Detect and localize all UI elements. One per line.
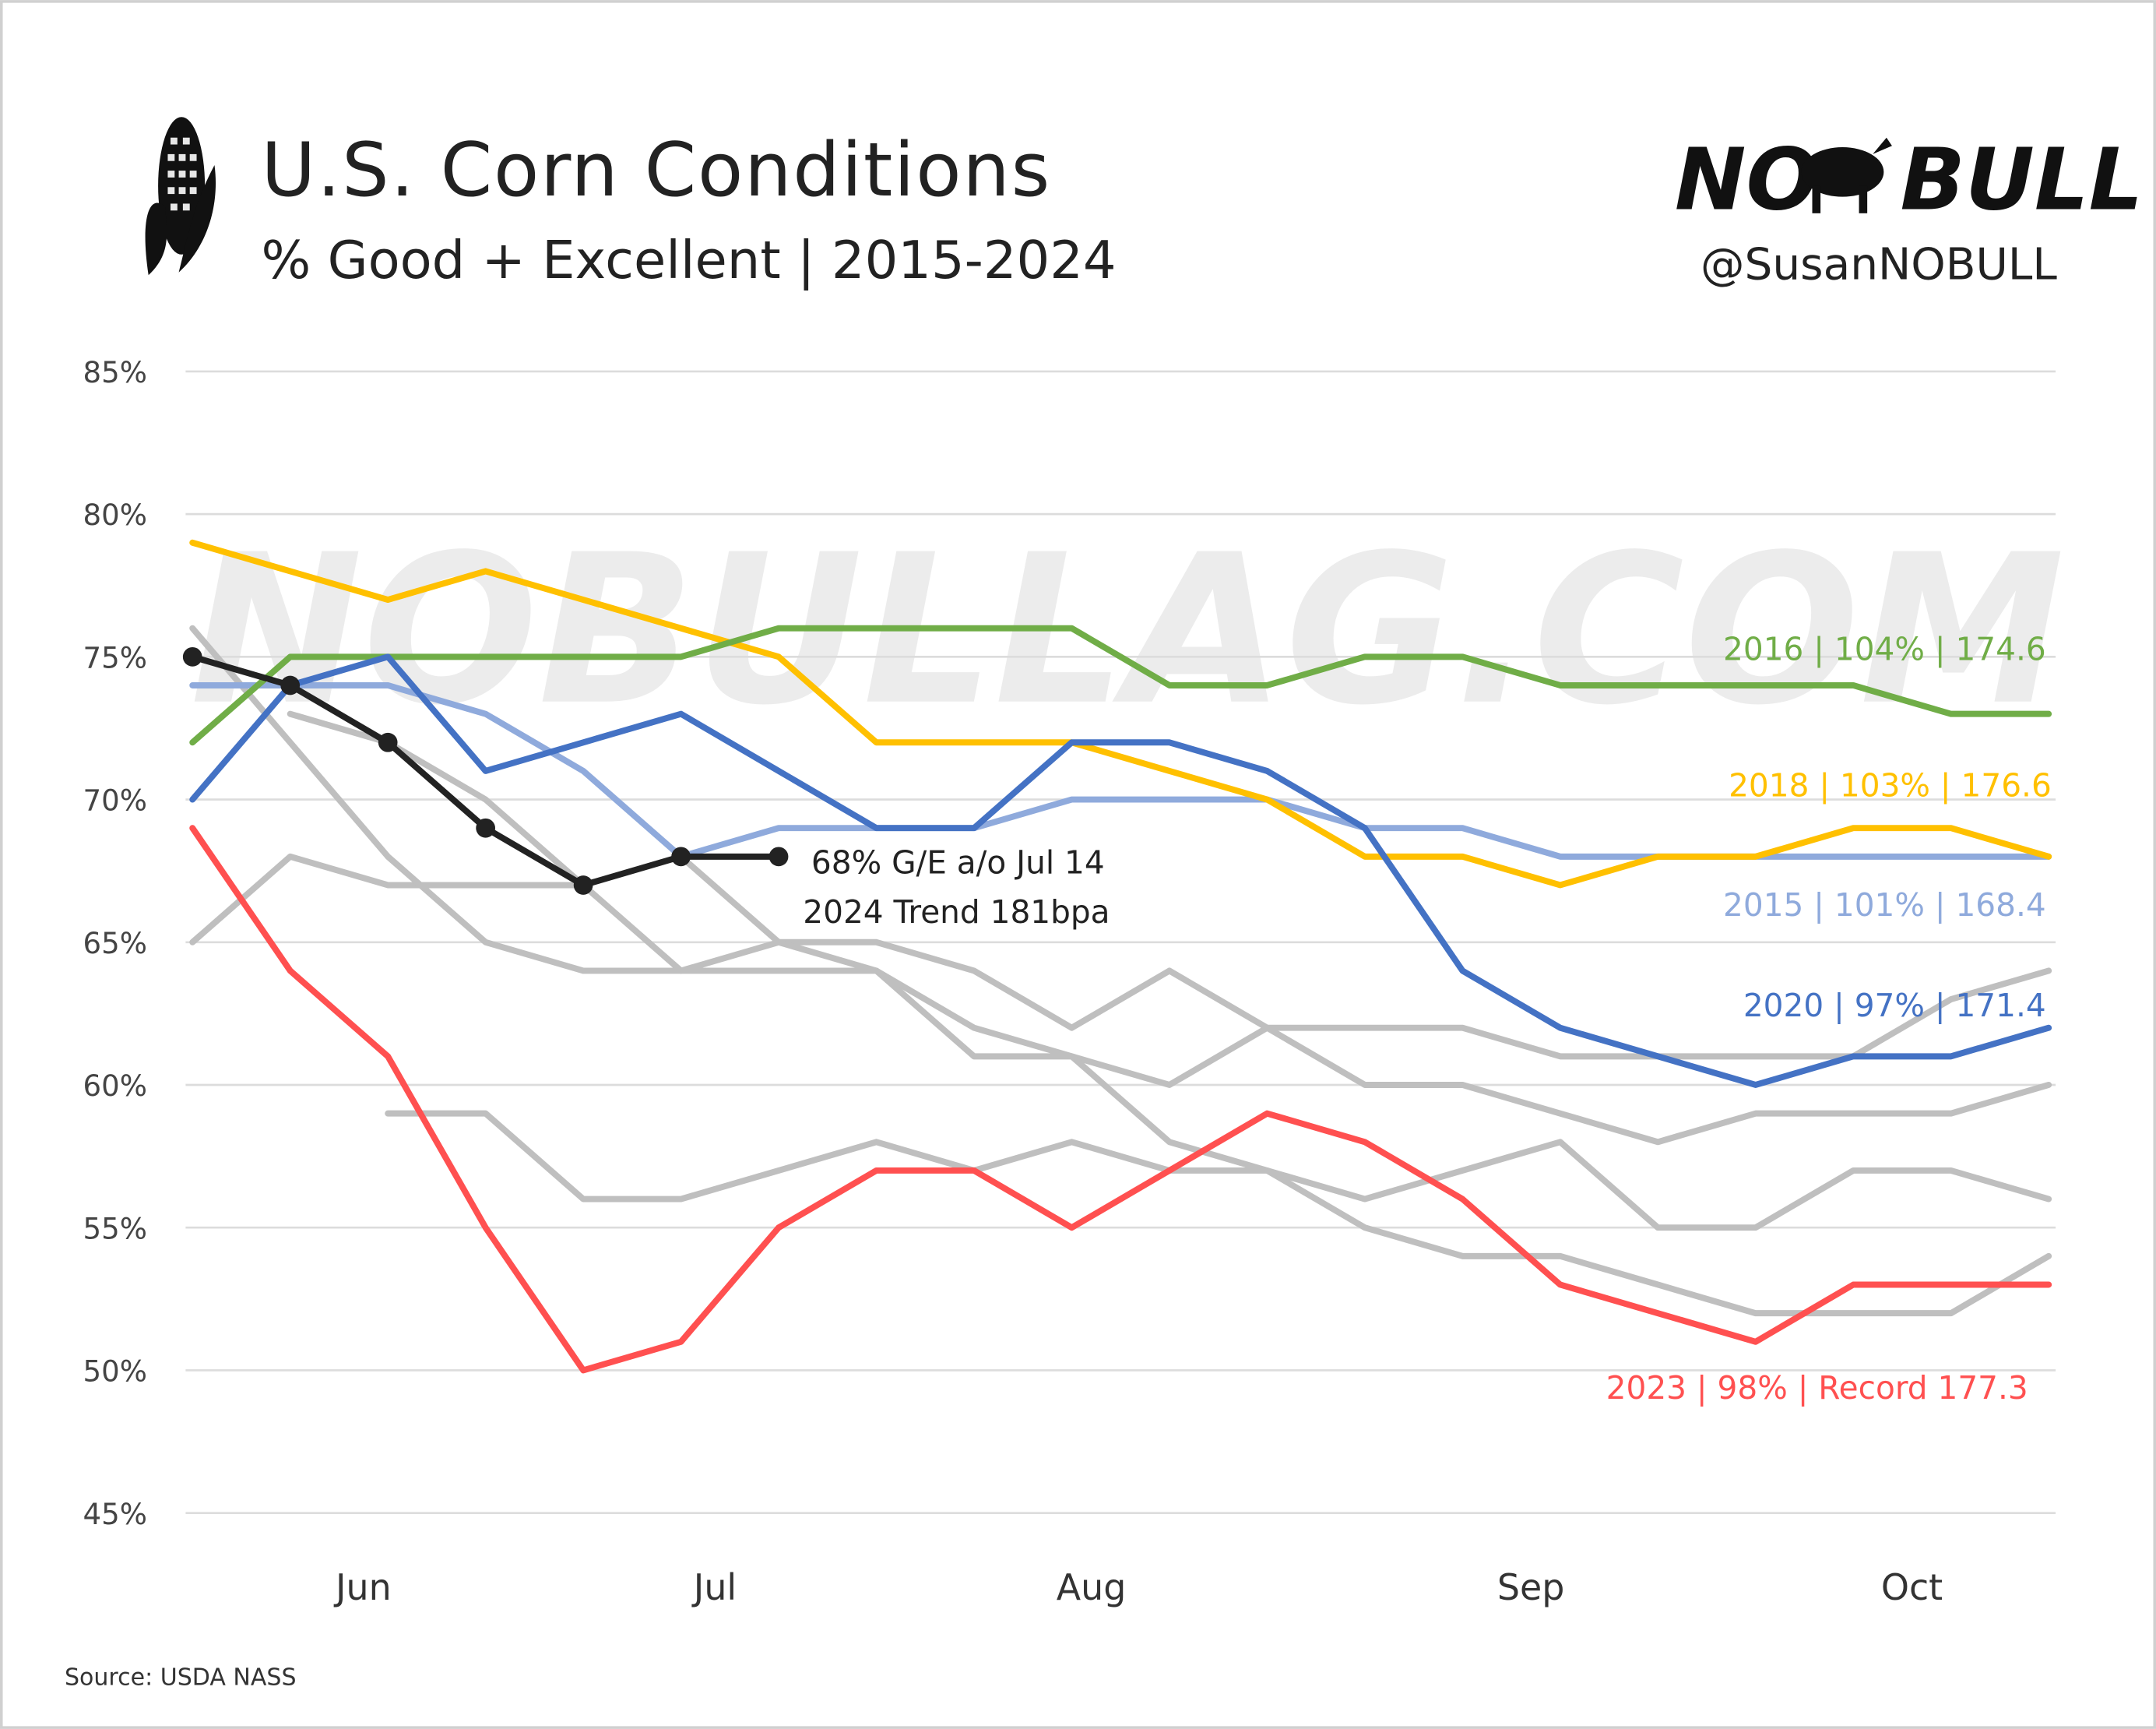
series-line-2020 [189,653,2052,1088]
series-2018 [189,539,2052,889]
label-2024-status: 68% G/E a/o Jul 14 [811,843,1105,881]
watermark: NOBULLAG.COM [190,511,2065,751]
y-axis: 85% 80% 75% 70% 65% 60% 55% 50% 45% [83,356,147,1531]
series-g2 [189,853,2052,1088]
x-tick-label: Jul [691,1566,737,1608]
handle: @SusanNOBULL [1701,240,2057,291]
x-tick-label: Jun [333,1566,392,1608]
data-point-2024 [280,675,301,695]
label-2016: 2016 | 104% | 174.6 [1723,631,2046,668]
series-2020 [189,653,2052,1088]
y-tick-label: 70% [83,784,147,818]
x-tick-label: Oct [1881,1566,1943,1608]
series-g4 [385,1110,2052,1231]
chart-subtitle: % Good + Excellent | 2015-2024 [262,230,1117,291]
y-tick-label: 50% [83,1355,147,1389]
corn-icon [145,117,216,276]
series-line-2023 [189,825,2052,1374]
y-tick-label: 65% [83,927,147,960]
label-2015: 2015 | 101% | 168.4 [1723,886,2046,924]
y-tick-label: 80% [83,498,147,532]
series-2024 [182,646,789,895]
data-point-2024 [671,847,691,867]
series-2023 [189,825,2052,1374]
y-tick-label: 85% [83,356,147,389]
y-tick-label: 75% [83,641,147,674]
x-tick-label: Sep [1497,1566,1565,1608]
data-point-2024 [378,732,398,752]
series-line-g2 [189,853,2052,1088]
x-axis: Jun Jul Aug Sep Oct [333,1566,1943,1608]
series-g3 [189,625,2052,1317]
data-point-2024 [476,818,496,838]
series-line-2018 [189,539,2052,889]
series-layer [182,539,2052,1374]
label-2024-trend: 2024 Trend 181bpa [803,893,1110,931]
chart-title: U.S. Corn Conditions [262,127,1052,213]
y-tick-label: 60% [83,1069,147,1103]
series-line-g3 [189,625,2052,1317]
data-point-2024 [182,646,202,667]
series-2016 [189,625,2052,746]
data-point-2024 [768,847,789,867]
y-tick-label: 55% [83,1212,147,1245]
series-line-2016 [189,625,2052,746]
svg-text:NO: NO [1675,130,1819,230]
source-note: Source: USDA NASS [65,1664,297,1691]
series-line-g4 [385,1110,2052,1231]
data-point-2024 [573,875,593,895]
nobull-logo: NO BULL [1675,130,2143,230]
bull-icon [1801,137,1892,213]
y-tick-label: 45% [83,1498,147,1531]
svg-text:BULL: BULL [1901,130,2144,230]
label-2023: 2023 | 98% | Record 177.3 [1606,1369,2028,1407]
label-2020: 2020 | 97% | 171.4 [1743,987,2046,1024]
label-2018: 2018 | 103% | 176.6 [1729,767,2052,805]
x-tick-label: Aug [1057,1566,1127,1608]
